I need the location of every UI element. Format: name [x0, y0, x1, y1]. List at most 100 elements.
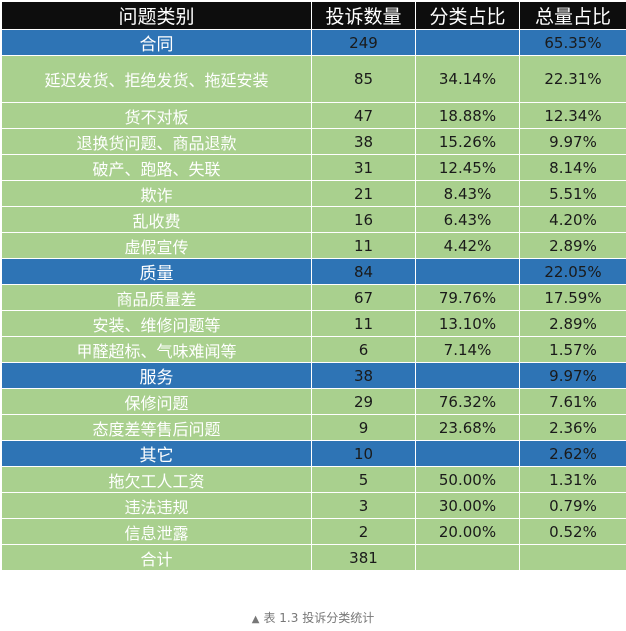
- row-total-share: 2.89%: [549, 236, 597, 255]
- category-row: 其它 10 2.62%: [2, 441, 626, 467]
- row-count: 67: [312, 285, 416, 310]
- row-category-name: 延迟发货、拒绝发货、拖延安装: [2, 56, 312, 102]
- table-row: 态度差等售后问题 9 23.68% 2.36%: [2, 415, 626, 441]
- row-category-name: 其它: [2, 441, 312, 466]
- row-count: 85: [312, 56, 416, 102]
- row-total-share: 1.31%: [549, 470, 597, 489]
- row-count: 11: [312, 311, 416, 336]
- category-row: 质量 84 22.05%: [2, 259, 626, 285]
- caption-text: 表 1.3 投诉分类统计: [263, 611, 375, 625]
- header-category-share: 分类占比: [416, 2, 520, 29]
- row-count: 16: [312, 207, 416, 232]
- table-row: 乱收费 16 6.43% 4.20%: [2, 207, 626, 233]
- table-row: 保修问题 29 76.32% 7.61%: [2, 389, 626, 415]
- row-category-name: 乱收费: [2, 207, 312, 232]
- row-count: 84: [312, 259, 416, 284]
- caption-triangle-icon: ▲: [251, 614, 260, 625]
- row-total-share: 1.57%: [549, 340, 597, 359]
- row-count: 5: [312, 467, 416, 492]
- table-body: 合同 249 65.35% 延迟发货、拒绝发货、拖延安装 85 34.14% 22.31% 货…: [2, 30, 626, 571]
- row-category-share: [416, 441, 520, 466]
- row-category-name: 违法违规: [2, 493, 312, 518]
- table-row: 破产、跑路、失联 31 12.45% 8.14%: [2, 155, 626, 181]
- row-category-name: 安装、维修问题等: [2, 311, 312, 336]
- row-total-share: [520, 545, 626, 570]
- table-row: 货不对板 47 18.88% 12.34%: [2, 103, 626, 129]
- table-row: 甲醛超标、气味难闻等 6 7.14% 1.57%: [2, 337, 626, 363]
- row-total-share: 9.97%: [549, 366, 597, 385]
- row-category-name: 保修问题: [2, 389, 312, 414]
- table-row: 拖欠工人工资 5 50.00% 1.31%: [2, 467, 626, 493]
- complaint-table: 问题类别 投诉数量 分类占比 总量占比 合同 249 65.35% 延迟发货、拒绝发货…: [2, 2, 626, 571]
- row-category-share: [416, 30, 520, 55]
- row-count: 9: [312, 415, 416, 440]
- table-row: 安装、维修问题等 11 13.10% 2.89%: [2, 311, 626, 337]
- row-count: 10: [312, 441, 416, 466]
- row-category-share: 23.68%: [416, 415, 520, 440]
- row-category-name: 退换货问题、商品退款: [2, 129, 312, 154]
- row-count: 381: [312, 545, 416, 570]
- table-row: 违法违规 3 30.00% 0.79%: [2, 493, 626, 519]
- table-row: 信息泄露 2 20.00% 0.52%: [2, 519, 626, 545]
- table-header-row: 问题类别 投诉数量 分类占比 总量占比: [2, 2, 626, 30]
- row-category-share: [416, 259, 520, 284]
- row-category-share: 13.10%: [416, 311, 520, 336]
- table-row: 虚假宣传 11 4.42% 2.89%: [2, 233, 626, 259]
- row-category-name: 态度差等售后问题: [2, 415, 312, 440]
- row-count: 21: [312, 181, 416, 206]
- row-count: 6: [312, 337, 416, 362]
- row-total-share: 17.59%: [544, 288, 602, 307]
- table-row: 欺诈 21 8.43% 5.51%: [2, 181, 626, 207]
- row-category-name: 商品质量差: [2, 285, 312, 310]
- row-category-share: [416, 363, 520, 388]
- row-category-share: 8.43%: [416, 181, 520, 206]
- header-total-share: 总量占比: [534, 6, 611, 28]
- row-category-name: 货不对板: [2, 103, 312, 128]
- header-count: 投诉数量: [312, 2, 416, 29]
- row-total-share: 22.05%: [544, 262, 602, 281]
- row-count: 29: [312, 389, 416, 414]
- row-total-share: 2.89%: [549, 314, 597, 333]
- row-total-share: 0.79%: [549, 496, 597, 515]
- row-count: 2: [312, 519, 416, 544]
- table-row: 延迟发货、拒绝发货、拖延安装 85 34.14% 22.31%: [2, 56, 626, 103]
- row-count: 31: [312, 155, 416, 180]
- row-category-share: 34.14%: [416, 56, 520, 102]
- row-category-share: [416, 545, 520, 570]
- row-total-share: 5.51%: [549, 184, 597, 203]
- row-count: 3: [312, 493, 416, 518]
- row-category-share: 15.26%: [416, 129, 520, 154]
- row-category-share: 50.00%: [416, 467, 520, 492]
- row-category-share: 79.76%: [416, 285, 520, 310]
- row-total-share: 12.34%: [544, 106, 602, 125]
- row-total-share: 22.31%: [544, 70, 602, 88]
- row-category-name: 甲醛超标、气味难闻等: [2, 337, 312, 362]
- row-total-share: 2.36%: [549, 418, 597, 437]
- row-category-share: 18.88%: [416, 103, 520, 128]
- table-row: 退换货问题、商品退款 38 15.26% 9.97%: [2, 129, 626, 155]
- row-category-name: 信息泄露: [2, 519, 312, 544]
- row-total-share: 7.61%: [549, 392, 597, 411]
- table-row: 商品质量差 67 79.76% 17.59%: [2, 285, 626, 311]
- row-count: 11: [312, 233, 416, 258]
- row-category-share: 7.14%: [416, 337, 520, 362]
- row-total-share: 0.52%: [549, 522, 597, 541]
- row-total-share: 4.20%: [549, 210, 597, 229]
- row-category-share: 76.32%: [416, 389, 520, 414]
- row-count: 38: [312, 363, 416, 388]
- row-category-name: 欺诈: [2, 181, 312, 206]
- row-category-name: 服务: [2, 363, 312, 388]
- category-row: 服务 38 9.97%: [2, 363, 626, 389]
- row-count: 249: [312, 30, 416, 55]
- header-category: 问题类别: [2, 2, 312, 29]
- row-total-share: 2.62%: [549, 444, 597, 463]
- row-category-name: 质量: [2, 259, 312, 284]
- row-total-share: 9.97%: [549, 132, 597, 151]
- row-category-name: 合同: [2, 30, 312, 55]
- row-total-share: 8.14%: [549, 158, 597, 177]
- row-count: 38: [312, 129, 416, 154]
- row-category-name: 破产、跑路、失联: [2, 155, 312, 180]
- row-category-name: 虚假宣传: [2, 233, 312, 258]
- row-category-name: 合计: [2, 545, 312, 570]
- row-category-share: 6.43%: [416, 207, 520, 232]
